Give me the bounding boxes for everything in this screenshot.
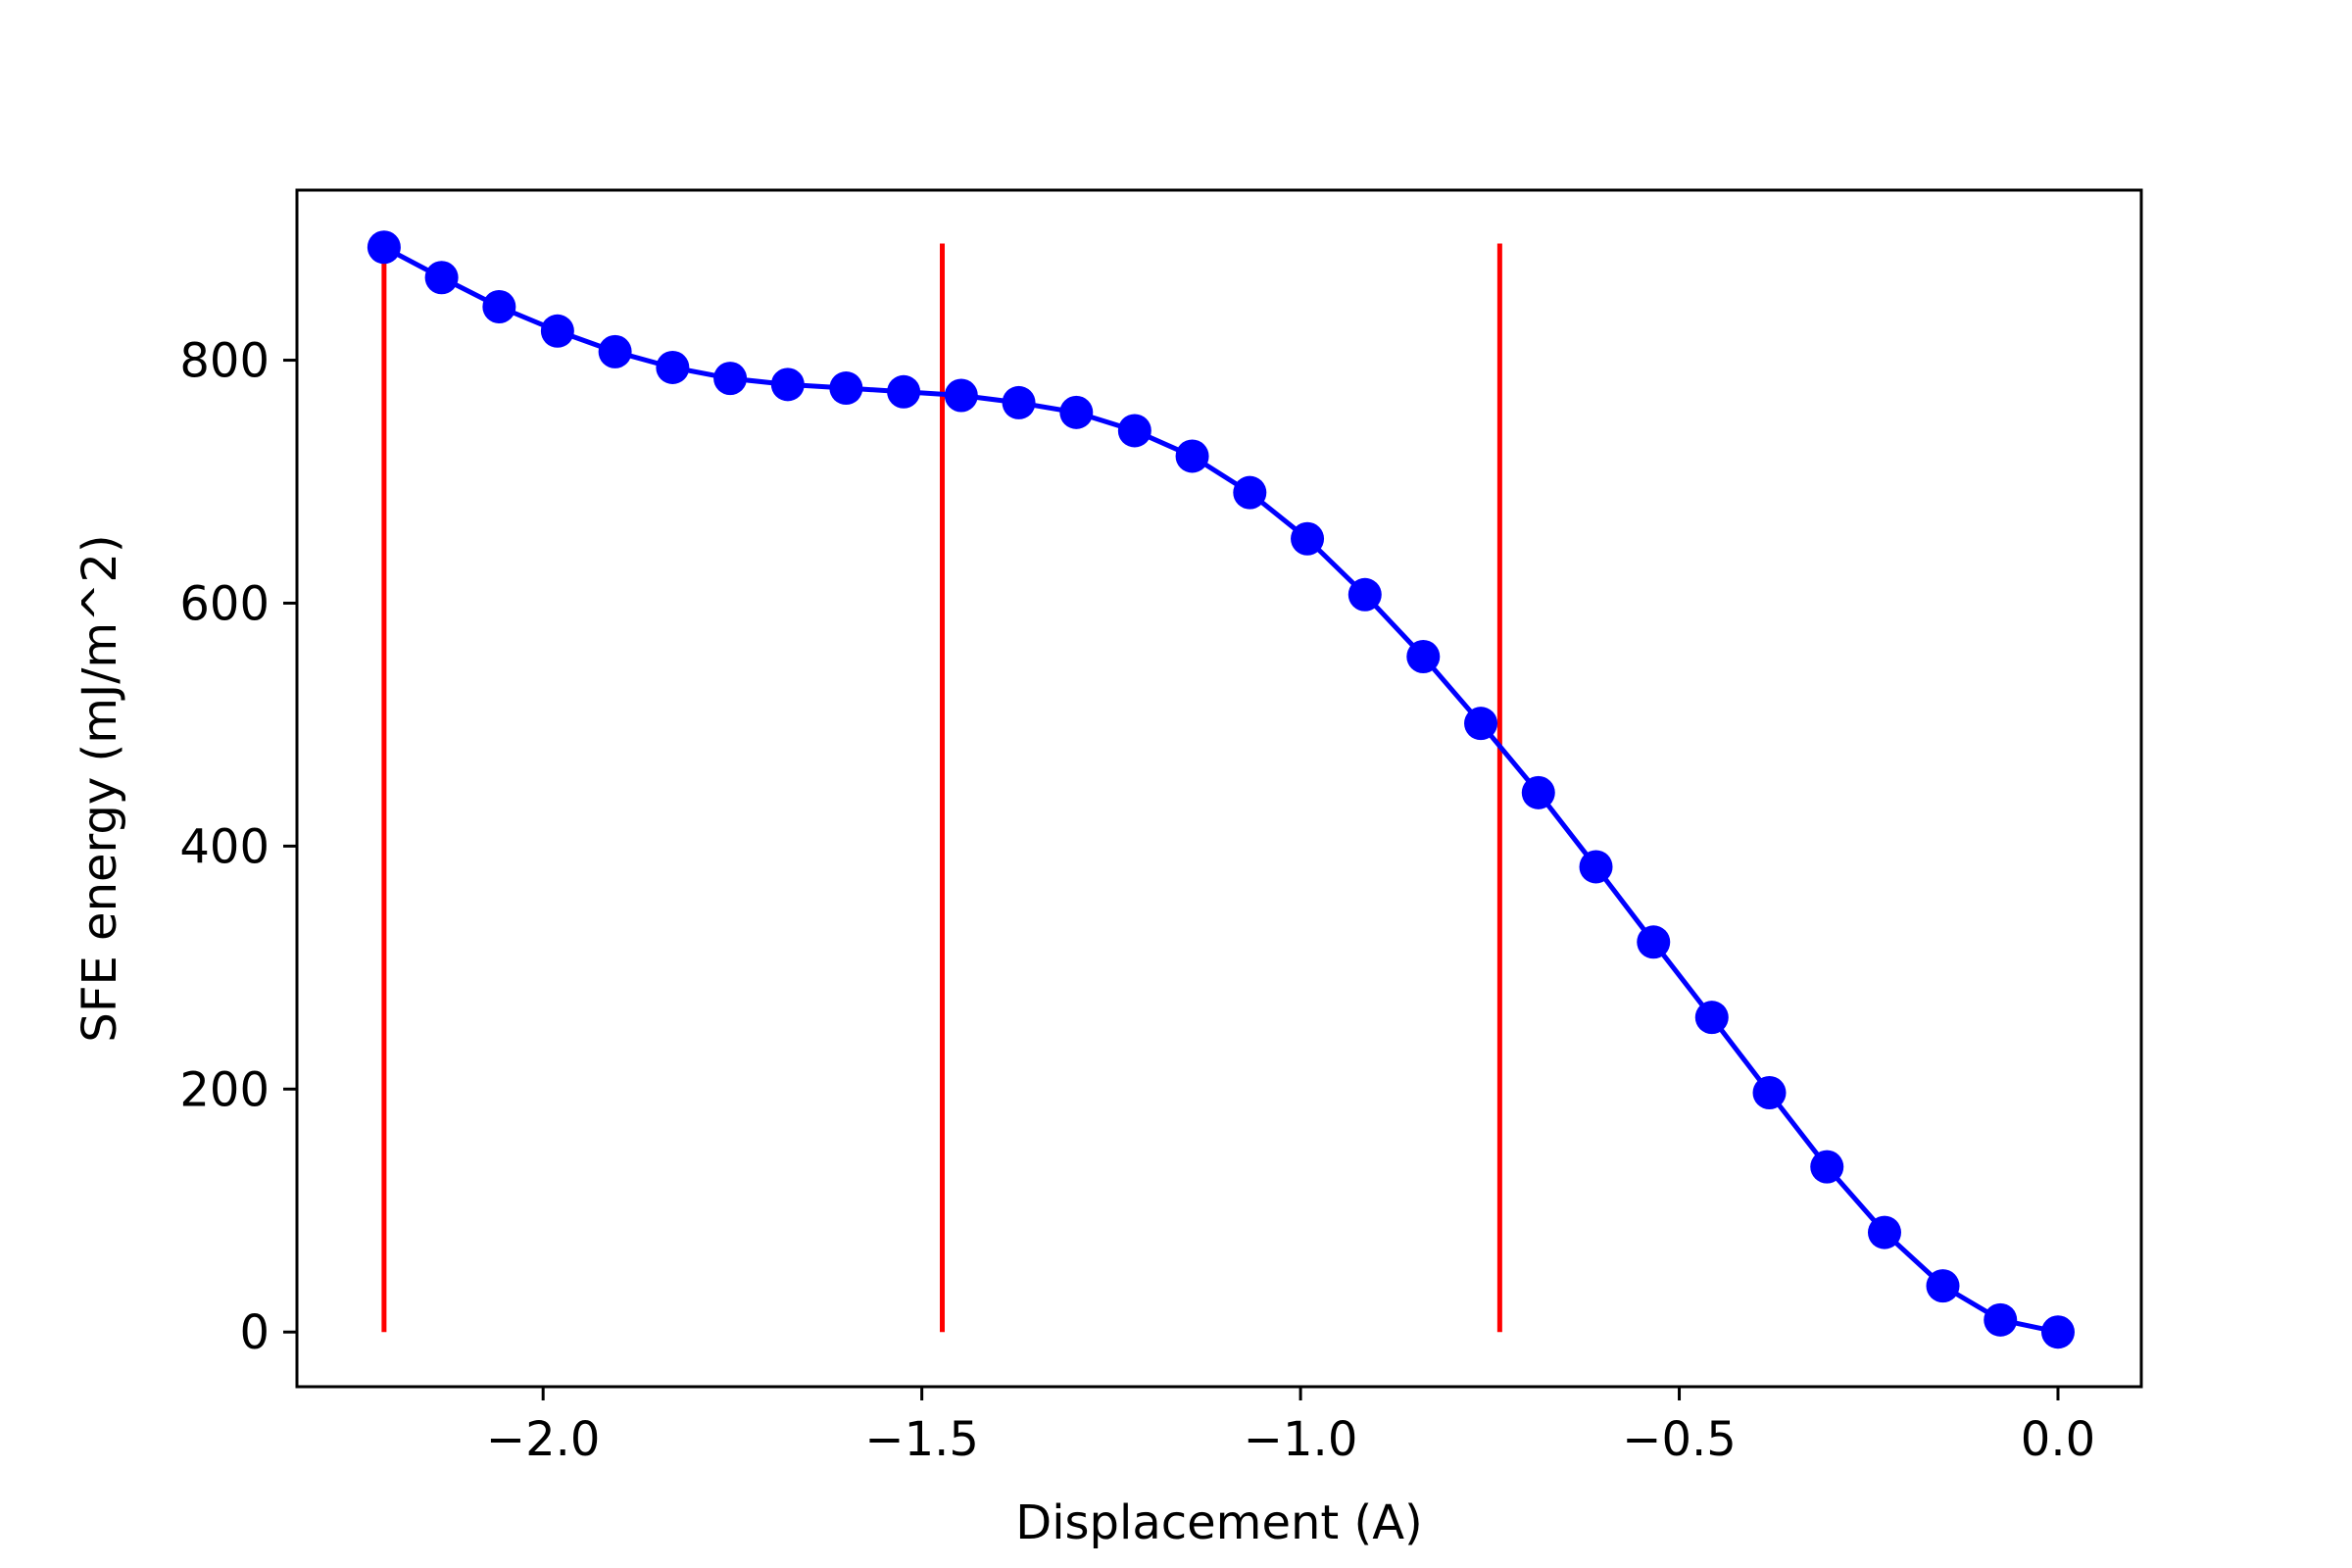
- data-point: [887, 374, 921, 409]
- data-point: [1867, 1215, 1901, 1250]
- data-point: [1233, 475, 1267, 510]
- data-point: [829, 371, 863, 406]
- series-layer: [367, 230, 2075, 1349]
- data-point: [540, 314, 574, 348]
- data-point: [1464, 707, 1498, 741]
- data-point: [1637, 925, 1671, 959]
- data-point: [1291, 521, 1325, 556]
- data-point: [1117, 414, 1152, 448]
- x-axis-label: Displacement (A): [1015, 1495, 1423, 1550]
- data-point: [1694, 1001, 1729, 1035]
- x-tick-label: −0.5: [1622, 1412, 1737, 1467]
- data-point: [598, 334, 632, 368]
- data-point: [1059, 395, 1094, 429]
- data-point: [1175, 439, 1209, 473]
- data-point: [1521, 775, 1555, 809]
- x-tick-label: −1.5: [864, 1412, 979, 1467]
- y-tick-label: 800: [179, 334, 270, 389]
- data-point: [944, 378, 978, 413]
- y-axis-label: SFE energy (mJ/m^2): [73, 534, 127, 1042]
- data-point: [1984, 1302, 2018, 1337]
- y-tick-label: 0: [239, 1305, 270, 1360]
- data-point: [2040, 1315, 2075, 1349]
- y-tick-label: 600: [179, 576, 270, 631]
- data-point: [1810, 1150, 1844, 1184]
- data-point: [1752, 1076, 1787, 1110]
- vertical-lines: [381, 243, 1502, 1333]
- ticks: −2.0 −1.5 −1.0 −0.5 0.0 0 200 400 600 800: [179, 334, 2095, 1467]
- data-point: [367, 230, 401, 265]
- x-tick-label: −1.0: [1244, 1412, 1358, 1467]
- data-point: [656, 350, 690, 384]
- data-point: [424, 261, 459, 295]
- y-tick-label: 200: [179, 1062, 270, 1117]
- data-point: [482, 290, 516, 324]
- data-point: [1348, 577, 1382, 612]
- data-point: [1926, 1269, 1960, 1303]
- y-tick-label: 400: [179, 819, 270, 874]
- data-point: [1579, 850, 1613, 884]
- axes-frame: [295, 188, 2143, 1389]
- x-tick-label: 0.0: [2021, 1412, 2095, 1467]
- data-point: [770, 368, 805, 402]
- data-point: [1406, 640, 1441, 674]
- x-tick-label: −2.0: [486, 1412, 601, 1467]
- data-point: [1002, 385, 1036, 419]
- data-point: [713, 362, 748, 396]
